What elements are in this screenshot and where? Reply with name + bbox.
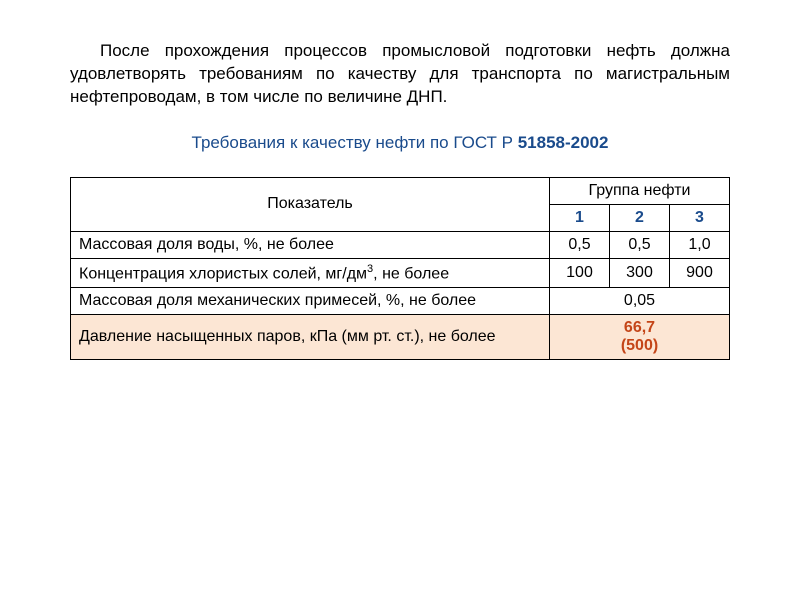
table-header-row-1: Показатель Группа нефти [71,177,730,204]
value-cell: 900 [670,258,730,287]
group-2: 2 [610,204,670,231]
value-cell: 1,0 [670,231,730,258]
highlighted-value: 66,7(500) [550,315,730,360]
table-row: Массовая доля механических примесей, %, … [71,288,730,315]
param-cell: Массовая доля механических примесей, %, … [71,288,550,315]
group-1: 1 [550,204,610,231]
table-row: Массовая доля воды, %, не более 0,5 0,5 … [71,231,730,258]
value-cell: 100 [550,258,610,287]
header-parameter: Показатель [71,177,550,231]
subtitle: Требования к качеству нефти по ГОСТ Р 51… [70,133,730,153]
intro-paragraph: После прохождения процессов промысловой … [70,40,730,109]
group-3: 3 [670,204,730,231]
subtitle-text: Требования к качеству нефти по ГОСТ Р [192,133,518,152]
param-cell: Массовая доля воды, %, не более [71,231,550,258]
highlighted-row: Давление насыщенных паров, кПа (мм рт. с… [71,315,730,360]
value-cell: 300 [610,258,670,287]
highlighted-param: Давление насыщенных паров, кПа (мм рт. с… [71,315,550,360]
table-row: Концентрация хлористых солей, мг/дм3, не… [71,258,730,287]
subtitle-bold: 51858-2002 [518,133,609,152]
value-cell: 0,5 [610,231,670,258]
param-cell: Концентрация хлористых солей, мг/дм3, не… [71,258,550,287]
value-cell: 0,5 [550,231,610,258]
requirements-table: Показатель Группа нефти 1 2 3 Массовая д… [70,177,730,360]
merged-value-cell: 0,05 [550,288,730,315]
header-group: Группа нефти [550,177,730,204]
